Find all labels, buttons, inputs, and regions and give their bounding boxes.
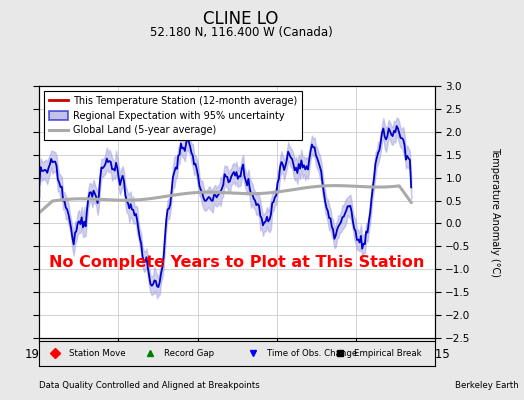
Text: Time of Obs. Change: Time of Obs. Change bbox=[267, 349, 357, 358]
Text: Station Move: Station Move bbox=[69, 349, 126, 358]
Text: CLINE LO: CLINE LO bbox=[203, 10, 279, 28]
Text: No Complete Years to Plot at This Station: No Complete Years to Plot at This Statio… bbox=[49, 255, 425, 270]
Y-axis label: Temperature Anomaly (°C): Temperature Anomaly (°C) bbox=[490, 147, 500, 277]
Text: 52.180 N, 116.400 W (Canada): 52.180 N, 116.400 W (Canada) bbox=[150, 26, 332, 39]
Legend: This Temperature Station (12-month average), Regional Expectation with 95% uncer: This Temperature Station (12-month avera… bbox=[44, 91, 302, 140]
Text: Record Gap: Record Gap bbox=[164, 349, 214, 358]
Text: Data Quality Controlled and Aligned at Breakpoints: Data Quality Controlled and Aligned at B… bbox=[39, 381, 260, 390]
Text: Berkeley Earth: Berkeley Earth bbox=[455, 381, 519, 390]
Text: Empirical Break: Empirical Break bbox=[354, 349, 421, 358]
